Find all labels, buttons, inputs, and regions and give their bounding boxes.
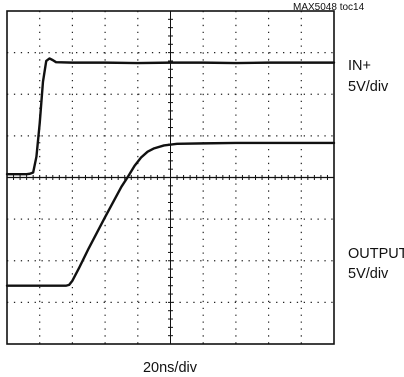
channel-scale-output: 5V/div [348, 266, 389, 282]
scope-graticule [6, 10, 335, 345]
graticule-frame [6, 10, 335, 345]
channel-scale-in-plus: 5V/div [348, 79, 389, 95]
channel-label-output: OUTPUT [348, 246, 404, 262]
channel-label-in-plus: IN+ [348, 58, 371, 74]
timebase-label: 20ns/div [143, 360, 198, 376]
figure-id-label: MAX5048 toc14 [293, 2, 365, 13]
trace-output [5, 141, 336, 287]
scope-traces [5, 57, 336, 287]
trace-in-plus [5, 57, 336, 176]
